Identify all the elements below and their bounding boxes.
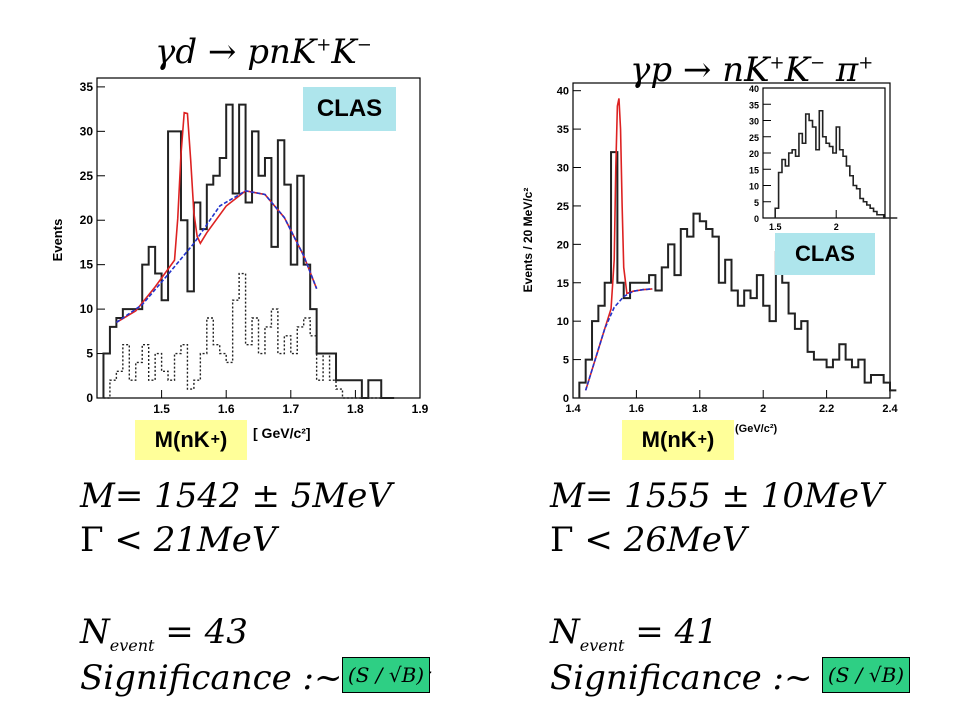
right-x-tick-label: 1.6 — [629, 403, 644, 415]
left-width-equation: Γ < 21MeV — [80, 520, 277, 560]
left-x-axis-title: [ GeV/c²] — [253, 425, 311, 441]
left-plot-frame — [96, 77, 421, 399]
right-inset-y-tick-label: 25 — [749, 133, 759, 143]
right-width-equation: Γ < 26MeV — [550, 520, 747, 560]
left-y-tick-label: 15 — [80, 258, 94, 272]
right-y-tick-label: 35 — [557, 124, 569, 136]
right-inset-x-tick-label: 1.5 — [769, 222, 782, 232]
right-inset-y-tick-label: 15 — [749, 165, 759, 175]
left-background-histogram — [103, 272, 395, 399]
left-y-tick-label: 5 — [86, 347, 93, 361]
right-y-axis-title: Events / 20 MeV/c² — [521, 188, 535, 293]
right-signal-fit-curve — [584, 98, 653, 391]
right-data-histogram — [578, 151, 897, 398]
right-x-axis-title: (GeV/c²) — [735, 423, 778, 435]
left-y-tick-label: 20 — [80, 213, 94, 227]
right-y-tick-label: 20 — [557, 239, 569, 251]
right-inset-y-tick-label: 35 — [749, 100, 759, 110]
left-y-tick-label: 30 — [80, 124, 94, 138]
right-inset-background — [758, 86, 888, 232]
left-clas-badge: CLAS — [303, 87, 396, 131]
right-plot-frame — [572, 82, 891, 399]
left-s-over-sqrt-b-box: (S / √B) — [342, 657, 430, 693]
right-inset-y-tick-label: 20 — [749, 149, 759, 159]
right-clas-badge: CLAS — [775, 233, 875, 275]
right-x-tick-label: 1.4 — [565, 403, 581, 415]
left-x-tick-label: 1.5 — [153, 402, 170, 416]
right-inset-x-tick-label: 2 — [834, 222, 839, 232]
right-y-tick-label: 30 — [557, 163, 569, 175]
left-y-axis-title: Events — [50, 219, 65, 262]
left-y-tick-label: 25 — [80, 169, 94, 183]
right-inset-y-tick-label: 40 — [749, 84, 759, 94]
left-events-equation: Nevent = 43 — [80, 612, 248, 655]
left-data-histogram — [102, 103, 395, 399]
left-x-tick-label: 1.9 — [412, 402, 429, 416]
right-inset-y-tick-label: 0 — [754, 214, 759, 224]
left-histogram-chart: 0 5 10 15 20 25 30 35 1.5 1.6 1.7 1.8 1.9 Events [ GeV… — [50, 77, 429, 441]
right-background-fit-curve — [584, 288, 653, 391]
right-y-tick-label: 5 — [563, 355, 569, 367]
right-y-tick-label: 10 — [557, 316, 569, 328]
left-x-tick-label: 1.6 — [218, 402, 235, 416]
right-y-tick-label: 0 — [563, 393, 569, 405]
left-mass-equation: M= 1542 ± 5MeV — [80, 476, 392, 516]
left-signal-fit-curve — [115, 111, 318, 324]
left-y-tick-label: 35 — [80, 80, 94, 94]
left-mass-label: M(nK +) — [135, 420, 247, 460]
right-inset-y-tick-label: 5 — [754, 198, 759, 208]
right-s-over-sqrt-b-box: (S / √B) — [822, 657, 910, 693]
right-mass-label: M(nK +) — [622, 420, 734, 460]
right-y-tick-label: 40 — [557, 86, 569, 98]
right-x-tick-label: 2.4 — [882, 403, 898, 415]
right-x-tick-label: 1.8 — [692, 403, 707, 415]
right-y-tick-label: 15 — [557, 278, 569, 290]
right-inset-y-tick-label: 30 — [749, 117, 759, 127]
right-inset-data-histogram — [774, 109, 898, 219]
left-x-tick-label: 1.7 — [282, 402, 299, 416]
right-events-equation: Nevent = 41 — [550, 612, 718, 655]
left-background-fit-curve — [115, 190, 318, 324]
right-x-tick-label: 2 — [760, 403, 766, 415]
right-mass-equation: M= 1555 ± 10MeV — [550, 476, 884, 516]
left-y-tick-label: 10 — [80, 302, 94, 316]
left-y-tick-label: 0 — [86, 391, 93, 405]
left-reaction-title: γd → pnK+K− — [155, 32, 372, 72]
right-y-tick-label: 25 — [557, 201, 569, 213]
left-x-tick-label: 1.8 — [347, 402, 364, 416]
right-x-tick-label: 2.2 — [819, 403, 834, 415]
right-inset-y-tick-label: 10 — [749, 182, 759, 192]
